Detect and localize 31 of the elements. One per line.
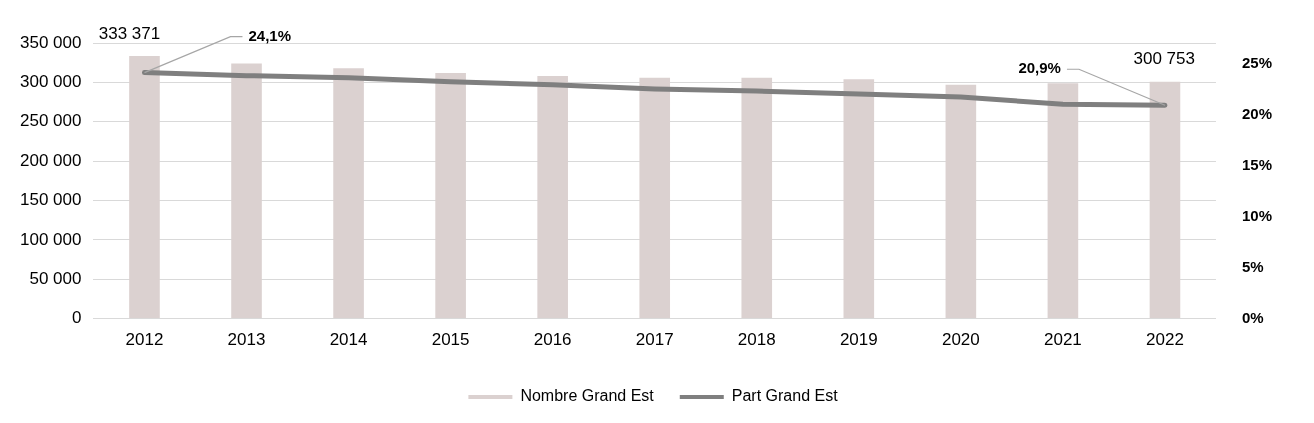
x-tick-label: 2018 [737,330,776,350]
y2-tick-label: 15% [1241,155,1273,173]
y-tick-label: 50 000 [29,268,82,288]
x-tick-label: 2020 [941,330,980,350]
legend-label: Nombre Grand Est [520,387,655,405]
y-tick-label: 150 000 [20,190,82,210]
data-label: 300 753 [1133,49,1195,69]
y-tick-label: 250 000 [20,111,82,131]
y-tick-label: 200 000 [20,150,82,170]
x-tick-label: 2014 [329,330,368,350]
x-tick-label: 2012 [125,330,164,350]
x-tick-label: 2016 [533,330,572,350]
x-tick-label: 2021 [1043,330,1082,350]
data-label: 333 371 [98,23,161,43]
y2-tick-label: 10% [1241,206,1273,224]
legend-label: Part Grand Est [731,387,839,405]
y2-tick-label: 20% [1241,104,1273,122]
x-tick-label: 2022 [1146,330,1184,350]
x-tick-label: 2013 [227,330,266,350]
y-tick-label: 350 000 [20,32,82,52]
y-tick-label: 300 000 [20,72,82,92]
y2-tick-label: 0% [1241,308,1264,326]
y-tick-label: 0 [71,308,82,328]
y2-tick-label: 5% [1241,257,1264,275]
x-tick-label: 2015 [431,330,470,350]
data-label: 24,1% [248,26,292,44]
x-tick-label: 2017 [635,330,674,350]
y2-tick-label: 25% [1241,53,1273,71]
data-label: 20,9% [1018,59,1061,77]
y-tick-label: 100 000 [20,229,82,249]
x-tick-label: 2019 [839,330,878,350]
